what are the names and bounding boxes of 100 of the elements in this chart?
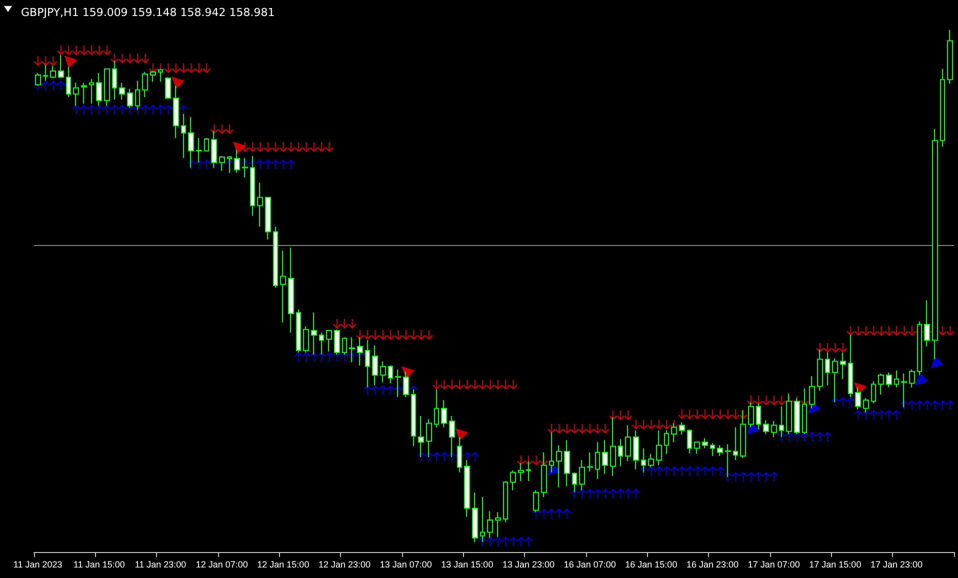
candlestick (434, 388, 439, 428)
candlestick (940, 68, 945, 148)
candlestick (165, 76, 171, 99)
candlestick (878, 373, 884, 396)
candlestick (250, 155, 255, 216)
x-tick-label: 17 Jan 15:00 (809, 560, 862, 570)
candlestick (702, 438, 708, 449)
candlestick (173, 85, 179, 139)
candlestick (472, 492, 478, 542)
candlestick (717, 444, 723, 456)
candlestick (227, 155, 232, 174)
x-tick-label: 16 Jan 23:00 (686, 560, 739, 570)
candlestick (326, 330, 332, 352)
candlestick (809, 376, 815, 409)
x-tick-label: 12 Jan 07:00 (196, 560, 248, 570)
candlestick (556, 444, 562, 488)
candlestick (625, 424, 631, 462)
x-tick-label: 13 Jan 07:00 (380, 560, 432, 570)
x-tick-label: 17 Jan 23:00 (870, 560, 923, 570)
candlestick (641, 448, 646, 473)
candlestick (411, 388, 416, 447)
x-tick-label: 11 Jan 15:00 (73, 560, 125, 570)
point (915, 372, 928, 386)
candlestick (633, 430, 639, 470)
candlestick (595, 442, 600, 480)
point (930, 356, 944, 369)
candlestick (763, 420, 769, 434)
candlestick (587, 452, 593, 472)
x-tick-label: 16 Jan 07:00 (564, 560, 616, 570)
candlestick (740, 410, 746, 459)
candlestick (664, 430, 669, 454)
candlestick (380, 360, 386, 383)
x-tick-label: 13 Jan 23:00 (502, 560, 555, 570)
x-tick-label: 12 Jan 15:00 (257, 560, 310, 570)
candlestick (855, 386, 861, 410)
candlestick (679, 422, 685, 435)
candlestick (526, 460, 531, 482)
candlestick (932, 128, 938, 360)
candlestick (602, 440, 608, 474)
candlestick (618, 438, 623, 467)
x-tick-label: 13 Jan 15:00 (441, 560, 494, 570)
candlestick (510, 470, 516, 491)
candlestick (802, 388, 807, 434)
candlestick (457, 436, 462, 473)
candlestick (694, 442, 700, 454)
candlestick (871, 380, 876, 404)
candlestick (710, 442, 715, 456)
candlestick (365, 340, 370, 388)
candlestick (687, 428, 692, 454)
candlestick (342, 336, 347, 356)
candlestick (395, 368, 401, 398)
candlestick (119, 82, 125, 100)
candlestick (564, 440, 570, 487)
candlestick (388, 364, 393, 384)
candlestick (66, 66, 71, 98)
candlestick (733, 426, 738, 461)
candlestick (480, 496, 485, 542)
candlestick (656, 430, 662, 466)
chart-title: GBPJPY,H1 159.009 159.148 158.942 158.981 (21, 6, 275, 19)
x-tick-label: 17 Jan 07:00 (748, 560, 800, 570)
candlestick (204, 138, 209, 152)
candlestick (135, 80, 140, 110)
candlestick (188, 116, 194, 168)
candlestick (280, 250, 286, 323)
point (64, 55, 77, 68)
candlestick (924, 300, 930, 347)
candlestick (319, 332, 324, 356)
candlestick (541, 452, 547, 498)
candlestick (403, 371, 409, 398)
candlestick (257, 182, 263, 228)
candlestick (503, 480, 508, 523)
point (232, 141, 246, 154)
candlestick (142, 71, 148, 98)
candlestick (756, 402, 761, 430)
x-tick-label: 11 Jan 2023 (13, 560, 62, 570)
candlestick (441, 400, 447, 428)
candlestick (43, 64, 48, 82)
candlestick (886, 372, 892, 388)
candlestick (349, 336, 355, 363)
candlestick (779, 406, 784, 438)
point (172, 76, 184, 90)
candlestick (112, 60, 117, 100)
candlestick (219, 155, 225, 172)
candlestick (549, 432, 554, 473)
x-tick-label: 12 Jan 23:00 (318, 560, 371, 570)
candlestick (572, 472, 577, 493)
candlestick (825, 352, 830, 386)
x-tick-label: 11 Jan 23:00 (134, 560, 186, 570)
candlestick (158, 68, 163, 82)
candlestick (89, 78, 94, 104)
candlestick (234, 149, 240, 174)
candlestick (265, 196, 271, 240)
candlestick (947, 30, 953, 84)
candlestick (771, 420, 777, 438)
candlestick (296, 309, 301, 354)
candlestick (181, 113, 186, 158)
candlestick (273, 226, 278, 288)
candlestick (81, 82, 87, 104)
candlestick (242, 158, 248, 178)
candlestick (917, 320, 922, 376)
